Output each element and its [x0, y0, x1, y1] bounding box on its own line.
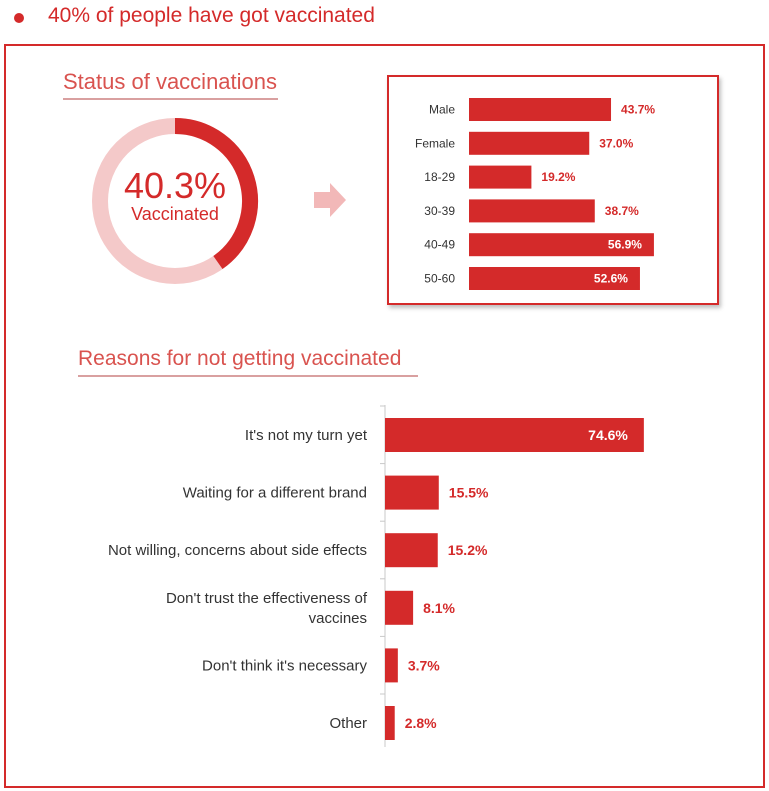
- demographic-bar: [469, 199, 595, 223]
- reason-category-label: Don't think it's necessary: [202, 657, 367, 674]
- reason-category-label: Don't trust the effectiveness of: [166, 590, 368, 607]
- donut-value: 40.3%: [124, 165, 226, 206]
- demographic-value-label: 56.9%: [608, 238, 642, 252]
- reason-bar: [385, 418, 644, 452]
- reason-bar: [385, 648, 398, 683]
- reason-category-label: Other: [329, 715, 367, 732]
- reason-category-label: Waiting for a different brand: [183, 485, 367, 502]
- demographic-value-label: 43.7%: [621, 103, 655, 117]
- reason-bar: [385, 475, 439, 510]
- demographic-value-label: 19.2%: [541, 170, 575, 184]
- demographic-value-label: 52.6%: [594, 272, 628, 286]
- demographic-bar: [469, 165, 532, 189]
- demographic-value-label: 38.7%: [605, 204, 639, 218]
- arrow-right-icon: [314, 183, 346, 217]
- status-title-underline: [63, 98, 278, 100]
- reason-value-label: 15.5%: [449, 485, 489, 501]
- reason-category-label: vaccines: [309, 610, 367, 627]
- demographic-category-label: Female: [415, 136, 455, 150]
- demographic-value-label: 37.0%: [599, 136, 633, 150]
- demographic-bar: [469, 131, 590, 155]
- demographics-chart-box: Male 43.7% Female 37.0% 18-29 19.2% 30-39 38.7%…: [387, 75, 719, 305]
- page-title: 40% of people have got vaccinated: [48, 4, 375, 27]
- reason-value-label: 74.6%: [588, 427, 628, 443]
- demographic-category-label: 50-60: [424, 272, 455, 286]
- reason-value-label: 15.2%: [448, 542, 488, 558]
- infographic-frame: [4, 44, 765, 788]
- reasons-bar-chart: It's not my turn yet 74.6% Waiting for a d…: [108, 405, 644, 747]
- reason-bar: [385, 706, 395, 740]
- reason-value-label: 8.1%: [423, 600, 455, 616]
- reason-bar: [385, 590, 414, 625]
- reason-category-label: Not willing, concerns about side effects: [108, 542, 367, 559]
- vaccination-donut-chart: 40.3% Vaccinated: [92, 118, 258, 284]
- reason-category-label: It's not my turn yet: [245, 427, 368, 444]
- demographic-category-label: 40-49: [424, 238, 455, 252]
- demographics-bar-chart: Male 43.7% Female 37.0% 18-29 19.2% 30-39 38.7%…: [415, 98, 655, 290]
- demographic-bar: [469, 98, 612, 121]
- status-title: Status of vaccinations: [63, 69, 278, 94]
- demographic-category-label: 18-29: [424, 170, 455, 184]
- demographic-bar: [469, 233, 654, 257]
- reason-value-label: 2.8%: [405, 715, 437, 731]
- header-bullet-icon: [14, 13, 24, 23]
- reason-value-label: 3.7%: [408, 657, 440, 673]
- reasons-title: Reasons for not getting vaccinated: [78, 347, 402, 370]
- demographic-category-label: 30-39: [424, 204, 455, 218]
- donut-vaccinated-arc: [174, 118, 258, 270]
- reason-bar: [385, 533, 438, 568]
- reasons-title-underline: [78, 375, 418, 377]
- demographic-bar: [469, 267, 640, 290]
- demographic-category-label: Male: [429, 103, 455, 117]
- donut-label: Vaccinated: [131, 204, 219, 224]
